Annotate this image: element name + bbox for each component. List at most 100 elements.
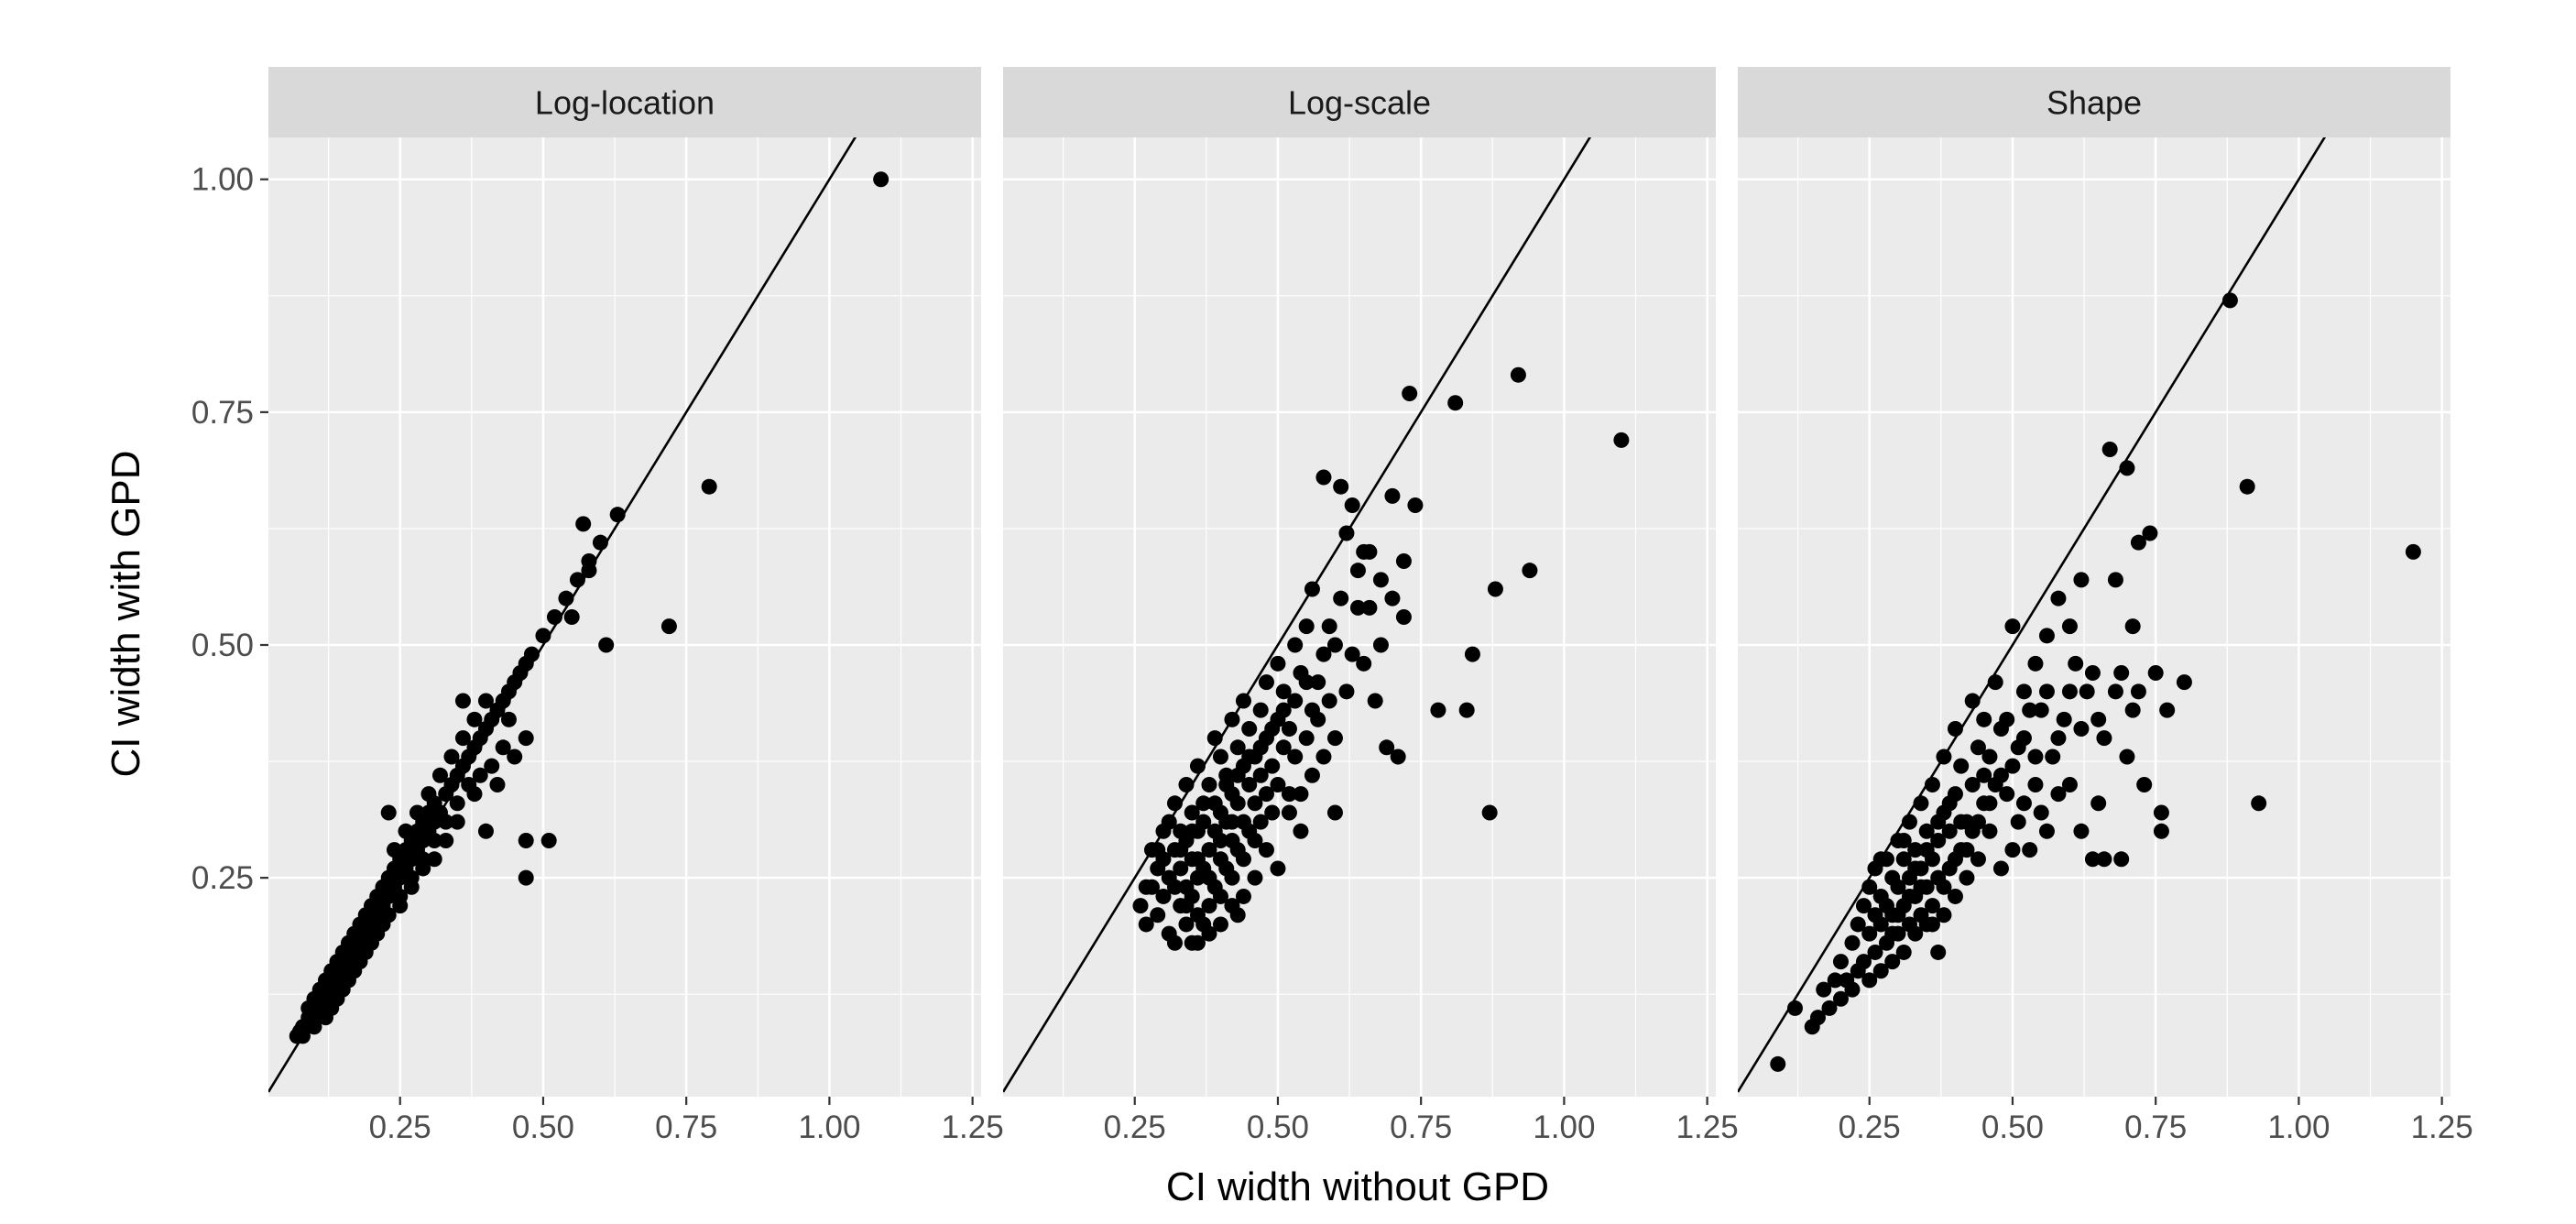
data-point: [1953, 814, 1970, 830]
data-point: [2084, 851, 2101, 868]
data-point: [2153, 804, 2169, 821]
data-point: [1224, 898, 1240, 914]
data-point: [1361, 599, 1378, 616]
data-point: [334, 981, 351, 998]
data-point: [1224, 711, 1240, 727]
data-point: [1195, 814, 1212, 830]
data-point: [1184, 804, 1200, 821]
data-point: [443, 749, 460, 765]
data-point: [518, 869, 534, 886]
data-point: [1832, 990, 1849, 1007]
data-point: [454, 730, 471, 747]
data-point: [1178, 898, 1195, 914]
data-point: [1861, 925, 1878, 942]
data-point: [2136, 776, 2153, 792]
data-point: [2251, 795, 2267, 812]
data-point: [1987, 674, 2003, 691]
x-axis-log-scale: 0.25 0.50 0.75 1.00 1.25: [1104, 1097, 1739, 1145]
data-point: [518, 730, 534, 747]
data-point: [392, 888, 409, 904]
data-point: [2045, 749, 2061, 765]
x-tick-label: 0.75: [1390, 1109, 1452, 1145]
data-point: [1907, 860, 1924, 877]
data-point: [1258, 786, 1274, 803]
data-point: [1132, 898, 1149, 914]
data-point: [2056, 711, 2072, 727]
data-point: [1992, 860, 2009, 877]
data-point: [1981, 795, 1998, 812]
data-point: [1270, 655, 1286, 672]
data-point: [1201, 776, 1217, 792]
data-point: [1184, 823, 1200, 839]
data-point: [660, 618, 677, 635]
data-point: [1510, 366, 1526, 383]
data-point: [1166, 795, 1183, 812]
data-point: [1315, 469, 1332, 486]
data-point: [1947, 720, 1963, 737]
data-point: [380, 907, 397, 923]
data-point: [2119, 749, 2135, 765]
data-point: [1281, 804, 1297, 821]
data-point: [1326, 730, 1343, 747]
x-axis-title: CI width without GPD: [1166, 1164, 1549, 1209]
data-point: [1918, 842, 1935, 858]
data-point: [420, 786, 437, 803]
data-point: [2061, 618, 2078, 635]
data-point: [1992, 767, 2009, 783]
data-point: [1481, 804, 1498, 821]
data-point: [1395, 609, 1412, 625]
data-point: [380, 804, 397, 821]
data-point: [1349, 599, 1366, 616]
data-point: [2073, 720, 2090, 737]
data-point: [1786, 1000, 1803, 1016]
data-point: [2096, 851, 2112, 868]
data-point: [1361, 543, 1378, 560]
data-point: [1247, 869, 1263, 886]
data-point: [1264, 720, 1281, 737]
data-point: [2027, 776, 2044, 792]
data-point: [1206, 730, 1223, 747]
data-point: [1930, 944, 1947, 960]
data-point: [2004, 758, 2021, 774]
data-point: [1224, 814, 1240, 830]
data-point: [2142, 525, 2158, 541]
data-point: [1844, 981, 1861, 998]
data-point: [1953, 758, 1970, 774]
data-point: [1930, 832, 1947, 848]
data-point: [1270, 776, 1286, 792]
data-point: [2061, 683, 2078, 700]
data-point: [2004, 618, 2021, 635]
data-point: [1884, 925, 1901, 942]
data-point: [1613, 432, 1630, 448]
data-point: [1224, 869, 1240, 886]
data-point: [2130, 534, 2146, 551]
data-point: [1293, 786, 1309, 803]
data-point: [2405, 543, 2421, 560]
data-point: [523, 646, 540, 662]
x-tick-label: 1.25: [2411, 1109, 2473, 1145]
data-point: [518, 832, 534, 848]
data-point: [1252, 739, 1269, 756]
x-tick-label: 0.50: [1981, 1109, 2044, 1145]
data-point: [535, 628, 551, 644]
data-point: [1867, 944, 1883, 960]
x-tick-label: 0.50: [1247, 1109, 1309, 1145]
data-point: [2119, 460, 2135, 476]
data-point: [2027, 749, 2044, 765]
data-point: [592, 534, 608, 551]
data-point: [1235, 851, 1251, 868]
data-point: [1349, 563, 1366, 579]
data-point: [1229, 739, 1246, 756]
data-point: [1252, 702, 1269, 718]
data-point: [2073, 572, 2090, 588]
data-point: [1487, 581, 1503, 597]
data-point: [403, 869, 420, 886]
data-point: [294, 1028, 311, 1044]
data-point: [1999, 711, 2015, 727]
data-point: [1970, 851, 1986, 868]
data-point: [1895, 851, 1912, 868]
data-point: [2038, 628, 2055, 644]
data-point: [2107, 572, 2123, 588]
x-tick-label: 0.50: [512, 1109, 574, 1145]
data-point: [438, 814, 454, 830]
